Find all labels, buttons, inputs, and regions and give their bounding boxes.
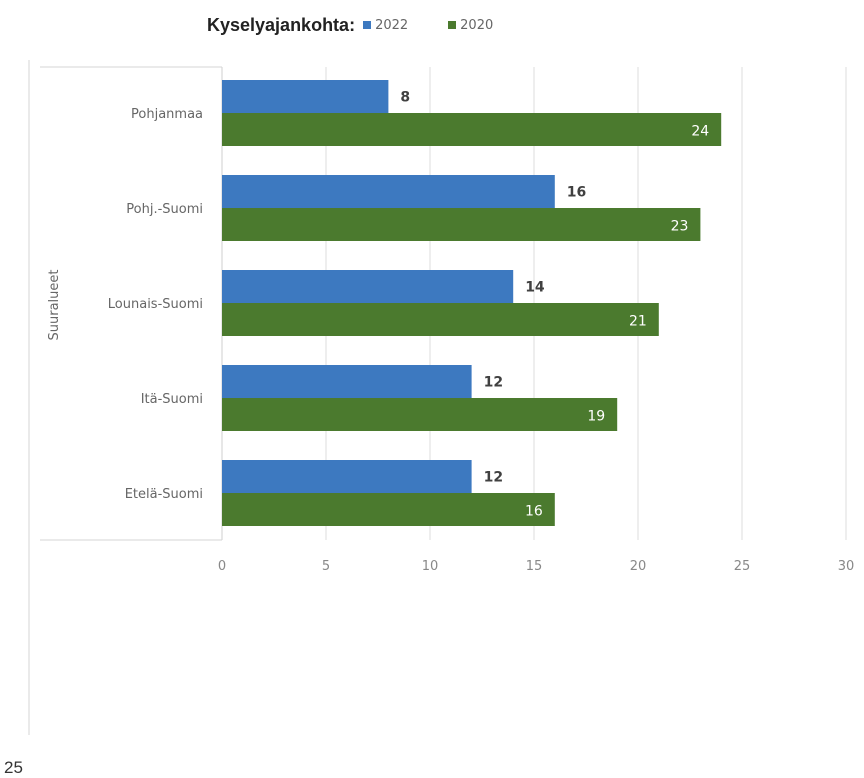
x-tick-label-0: 0 [218, 559, 226, 574]
bar-2020-1 [222, 208, 701, 241]
legend-item-2022: 2022 [363, 18, 408, 33]
bar-2020-4 [222, 493, 555, 526]
legend-swatch-2022 [363, 21, 372, 29]
page-number: 25 [4, 758, 23, 777]
legend-label-2020: 2020 [460, 17, 494, 33]
data-label-2022-2: 14 [525, 280, 545, 296]
x-tick-label-20: 20 [630, 559, 647, 574]
legend-swatch-2020 [448, 21, 457, 29]
legend-item-2020: 2020 [448, 18, 493, 33]
data-label-2020-0: 24 [691, 124, 709, 140]
legend-title: Kyselyajankohta: [207, 14, 356, 35]
category-label-1: Pohj.-Suomi [126, 202, 203, 217]
data-label-2020-1: 23 [671, 219, 689, 235]
x-tick-label-25: 25 [734, 559, 751, 574]
data-label-2022-0: 8 [400, 90, 410, 106]
data-label-2022-3: 12 [484, 375, 503, 391]
category-label-4: Etelä-Suomi [125, 487, 203, 502]
legend-label-2022: 2022 [375, 17, 409, 33]
bar-2020-3 [222, 398, 618, 431]
category-label-2: Lounais-Suomi [108, 297, 203, 312]
data-label-2020-4: 16 [525, 504, 543, 520]
data-label-2020-2: 21 [629, 314, 647, 330]
data-label-2022-4: 12 [484, 470, 503, 486]
data-label-2020-3: 19 [587, 409, 605, 425]
bar-2022-0 [222, 80, 389, 113]
category-label-3: Itä-Suomi [141, 392, 203, 407]
bar-2022-3 [222, 365, 472, 398]
legend: Kyselyajankohta: 2022 2020 [207, 12, 533, 38]
category-label-0: Pohjanmaa [131, 107, 203, 122]
data-label-2022-1: 16 [567, 185, 586, 201]
bar-2020-2 [222, 303, 659, 336]
y-axis-title: Suuralueet [47, 270, 62, 341]
x-tick-label-15: 15 [526, 559, 543, 574]
bar-2022-4 [222, 460, 472, 493]
bar-2020-0 [222, 113, 722, 146]
x-tick-label-10: 10 [422, 559, 439, 574]
x-tick-label-5: 5 [322, 559, 330, 574]
bar-2022-2 [222, 270, 514, 303]
x-tick-label-30: 30 [838, 559, 855, 574]
bar-2022-1 [222, 175, 555, 208]
